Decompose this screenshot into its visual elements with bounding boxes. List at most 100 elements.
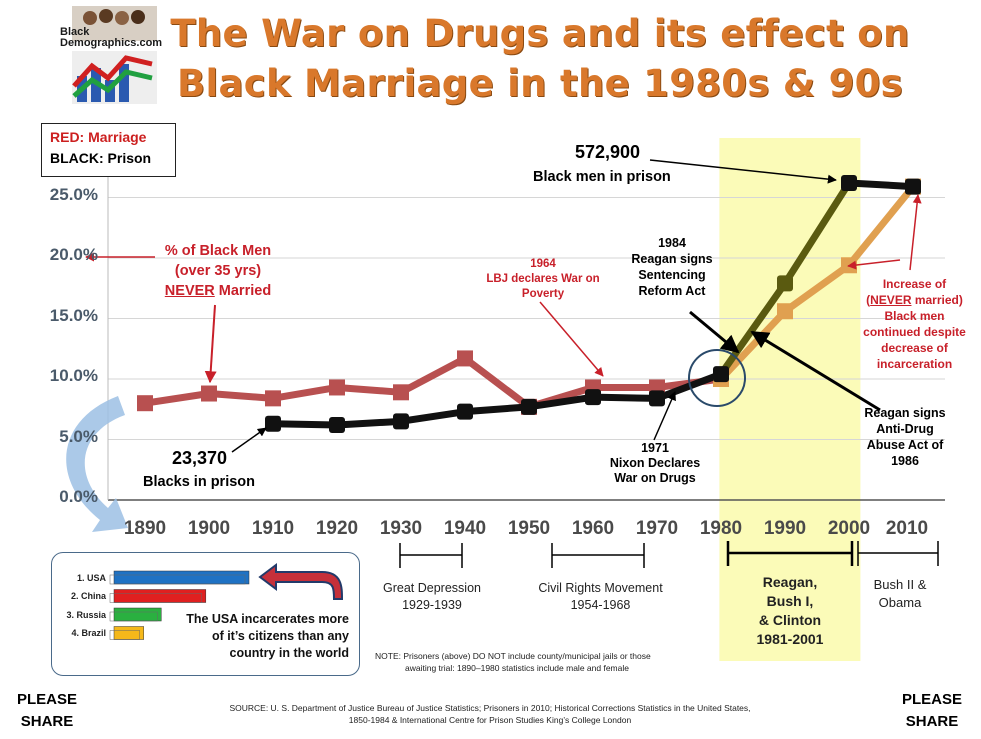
note-line2: awaiting trial: 1890–1980 statistics inc… bbox=[405, 663, 629, 673]
era-rc-line1: Reagan, bbox=[762, 574, 818, 590]
x-tick-1990: 1990 bbox=[763, 518, 807, 539]
please-share-left: PLEASE SHARE bbox=[8, 689, 86, 733]
reagan-1984-line3: Reform Act bbox=[638, 284, 706, 298]
prison-point-1970 bbox=[649, 390, 665, 407]
bracket-bush-obama bbox=[857, 541, 939, 566]
arrow-to-1984 bbox=[689, 310, 740, 354]
logo bbox=[52, 6, 157, 104]
source-line2: 1850-1984 & International Centre for Pri… bbox=[348, 715, 632, 725]
marriage-point-1890 bbox=[137, 395, 153, 412]
x-tick-2010: 2010 bbox=[885, 518, 929, 539]
reagan-1986-line3: Abuse Act of bbox=[866, 438, 944, 452]
country-usa: 1. USA bbox=[76, 573, 106, 583]
nixon-line2: War on Drugs bbox=[614, 471, 696, 485]
increase-annotation: Increase of (NEVER married) Black men co… bbox=[852, 276, 977, 372]
era-bush-obama: Bush II & Obama bbox=[860, 576, 940, 612]
note: NOTE: Prisoners (above) DO NOT include c… bbox=[375, 650, 705, 674]
source-line1: SOURCE: U. S. Department of Justice Bure… bbox=[229, 703, 751, 713]
marriage-segment-1900 bbox=[205, 390, 277, 402]
axes bbox=[107, 138, 945, 501]
note-line1: NOTE: Prisoners (above) DO NOT include c… bbox=[375, 651, 651, 661]
panel-bar-edge-2 bbox=[109, 611, 158, 622]
marriage-segment-2000 bbox=[845, 183, 917, 269]
logo-text: Black Demographics.com bbox=[60, 27, 162, 49]
arrow-to-2000-marriage bbox=[847, 259, 901, 270]
decorations bbox=[66, 159, 939, 568]
x-tick-1970: 1970 bbox=[635, 518, 679, 539]
marriage-point-1900 bbox=[201, 385, 217, 402]
marriage-segment-1920 bbox=[333, 383, 405, 396]
please-share-right: PLEASE SHARE bbox=[893, 689, 971, 733]
marriage-segment-1990 bbox=[781, 261, 853, 315]
logo-graphic bbox=[72, 6, 157, 104]
nixon-annotation: 1971 Nixon Declares War on Drugs bbox=[595, 441, 715, 486]
era-civil-rights-years: 1954-1968 bbox=[570, 598, 631, 612]
country-russia: 3. Russia bbox=[66, 610, 106, 620]
increase-paren: ( bbox=[866, 293, 871, 307]
bracket-depression bbox=[399, 543, 463, 568]
x-tick-1940: 1940 bbox=[443, 518, 487, 539]
arrow-to-2010-marriage bbox=[909, 194, 922, 271]
prison-segment-1950 bbox=[525, 393, 597, 411]
arrow-to-1986 bbox=[750, 330, 881, 412]
share-right: SHARE bbox=[905, 713, 959, 730]
era-depression: Great Depression 1929-1939 bbox=[362, 580, 502, 614]
era-rc-line2: Bush I, bbox=[766, 593, 814, 609]
prisoners-peak-value: 572,900 bbox=[575, 142, 641, 162]
lbj-year: 1964 bbox=[530, 258, 556, 270]
nixon-year: 1971 bbox=[641, 441, 669, 455]
marriage-segment-1930 bbox=[397, 354, 469, 396]
source: SOURCE: U. S. Department of Justice Bure… bbox=[170, 702, 810, 726]
panel-bar-edge-3 bbox=[109, 630, 140, 640]
reagan-1984-annotation: 1984 Reagan signs Sentencing Reform Act bbox=[612, 235, 732, 299]
era-bo-line1: Bush II & bbox=[873, 577, 927, 592]
increase-married: married) bbox=[911, 293, 963, 307]
please-right: PLEASE bbox=[901, 691, 962, 708]
never-married-line3: NEVER Married bbox=[118, 281, 318, 301]
era-depression-name: Great Depression bbox=[383, 581, 481, 595]
never-married-line2: (over 35 yrs) bbox=[174, 263, 262, 279]
panel-bar-3 bbox=[113, 626, 144, 640]
y-tick-5: 5.0% bbox=[59, 427, 98, 446]
highlight-1981-2001 bbox=[719, 138, 861, 661]
grid bbox=[108, 197, 945, 440]
marriage-point-1930 bbox=[393, 384, 409, 401]
marriage-segment-1910 bbox=[269, 383, 341, 402]
incarceration-panel: 1. USA 2. China 3. Russia 4. Brazil The … bbox=[51, 552, 360, 676]
bracket-reagan-clinton bbox=[726, 541, 854, 566]
increase-line5: decrease of bbox=[881, 341, 948, 355]
marriage-point-1990 bbox=[777, 303, 793, 320]
x-tick-1930: 1930 bbox=[379, 518, 423, 539]
marriage-segment-1940 bbox=[461, 354, 533, 411]
title-line1: The War on Drugs and its effect on bbox=[170, 12, 910, 55]
logo-text-line2: Demographics.com bbox=[60, 37, 163, 49]
panel-bars bbox=[109, 563, 344, 640]
era-rc-line4: 1981-2001 bbox=[756, 631, 824, 647]
x-tick-1960: 1960 bbox=[571, 518, 615, 539]
marriage-point-1910 bbox=[265, 390, 281, 407]
never-married-word: Married bbox=[214, 283, 272, 299]
reagan-1986-line1: Reagan signs bbox=[864, 406, 946, 420]
highlight-circle-1980 bbox=[688, 349, 746, 407]
reagan-1986-line2: Anti-Drug bbox=[876, 422, 934, 436]
bracket-civil-rights bbox=[551, 543, 645, 568]
y-tick-15: 15.0% bbox=[49, 306, 98, 325]
prison-point-1930 bbox=[393, 413, 409, 430]
prison-segment-1930 bbox=[397, 408, 469, 425]
era-rc-line3: & Clinton bbox=[758, 612, 822, 628]
y-tick-0: 0.0% bbox=[59, 487, 98, 506]
panel-text-line1: The USA incarcerates more bbox=[186, 612, 349, 626]
era-civil-rights: Civil Rights Movement 1954-1968 bbox=[518, 580, 683, 614]
panel-bar-edge-1 bbox=[109, 593, 203, 603]
prison-segment-1940 bbox=[461, 403, 533, 416]
prison-point-1940 bbox=[457, 403, 473, 420]
x-tick-1900: 1900 bbox=[187, 518, 231, 539]
reagan-1986-annotation: Reagan signs Anti-Drug Abuse Act of 1986 bbox=[845, 405, 965, 469]
increase-line4: continued despite bbox=[863, 325, 966, 339]
panel-arrow bbox=[258, 563, 344, 600]
logo-text-line1: Black bbox=[60, 26, 90, 38]
increase-line6: incarceration bbox=[876, 357, 953, 371]
y-tick-20: 20.0% bbox=[49, 245, 98, 264]
prison-segment-1960 bbox=[589, 393, 661, 402]
arrow-to-1971 bbox=[653, 391, 676, 441]
